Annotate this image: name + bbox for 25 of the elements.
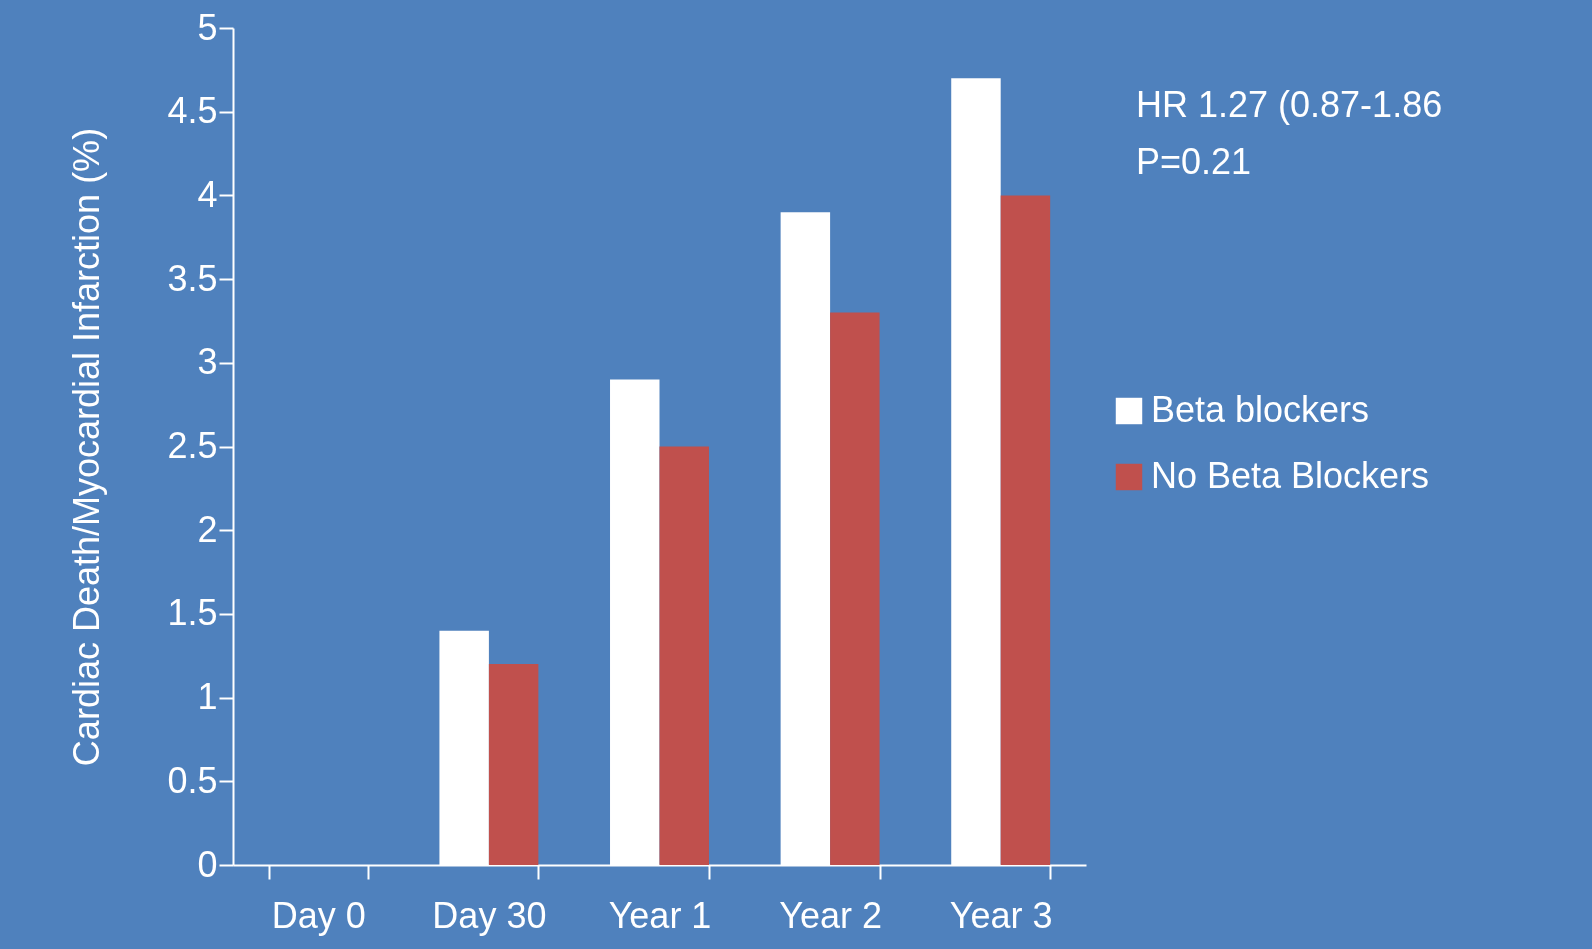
y-tick-label: 5 bbox=[197, 6, 218, 48]
y-tick-label: 2.5 bbox=[167, 425, 218, 466]
x-tick-label: Year 1 bbox=[608, 894, 712, 936]
bar bbox=[488, 664, 539, 865]
x-tick-label: Day 30 bbox=[432, 894, 547, 936]
y-tick-label: 4.5 bbox=[167, 90, 218, 132]
bar bbox=[830, 312, 880, 865]
bar bbox=[659, 446, 709, 865]
bar bbox=[1000, 195, 1051, 865]
y-tick-label: 2 bbox=[197, 508, 218, 550]
y-tick-label: 0 bbox=[197, 843, 218, 885]
y-tick-label: 3.5 bbox=[167, 257, 218, 299]
y-tick-label: 1.5 bbox=[167, 592, 218, 634]
legend-label: Beta blockers bbox=[1151, 389, 1370, 430]
text: HR 1.27 (0.87-1.86 bbox=[1136, 84, 1443, 125]
x-tick-label: Day 0 bbox=[271, 894, 366, 936]
y-tick-label: 4 bbox=[197, 173, 218, 215]
legend-label: No Beta Blockers bbox=[1151, 455, 1430, 496]
y-tick-label: 1 bbox=[197, 676, 218, 718]
text: P=0.21 bbox=[1136, 141, 1252, 182]
y-tick-label: 0.5 bbox=[167, 759, 218, 801]
x-tick-label: Year 2 bbox=[779, 894, 882, 936]
y-tick-label: 3 bbox=[197, 341, 218, 383]
x-tick-label: Year 3 bbox=[949, 894, 1053, 936]
y-axis-title: Cardiac Death/Myocardial Infarction (%) bbox=[66, 127, 108, 767]
